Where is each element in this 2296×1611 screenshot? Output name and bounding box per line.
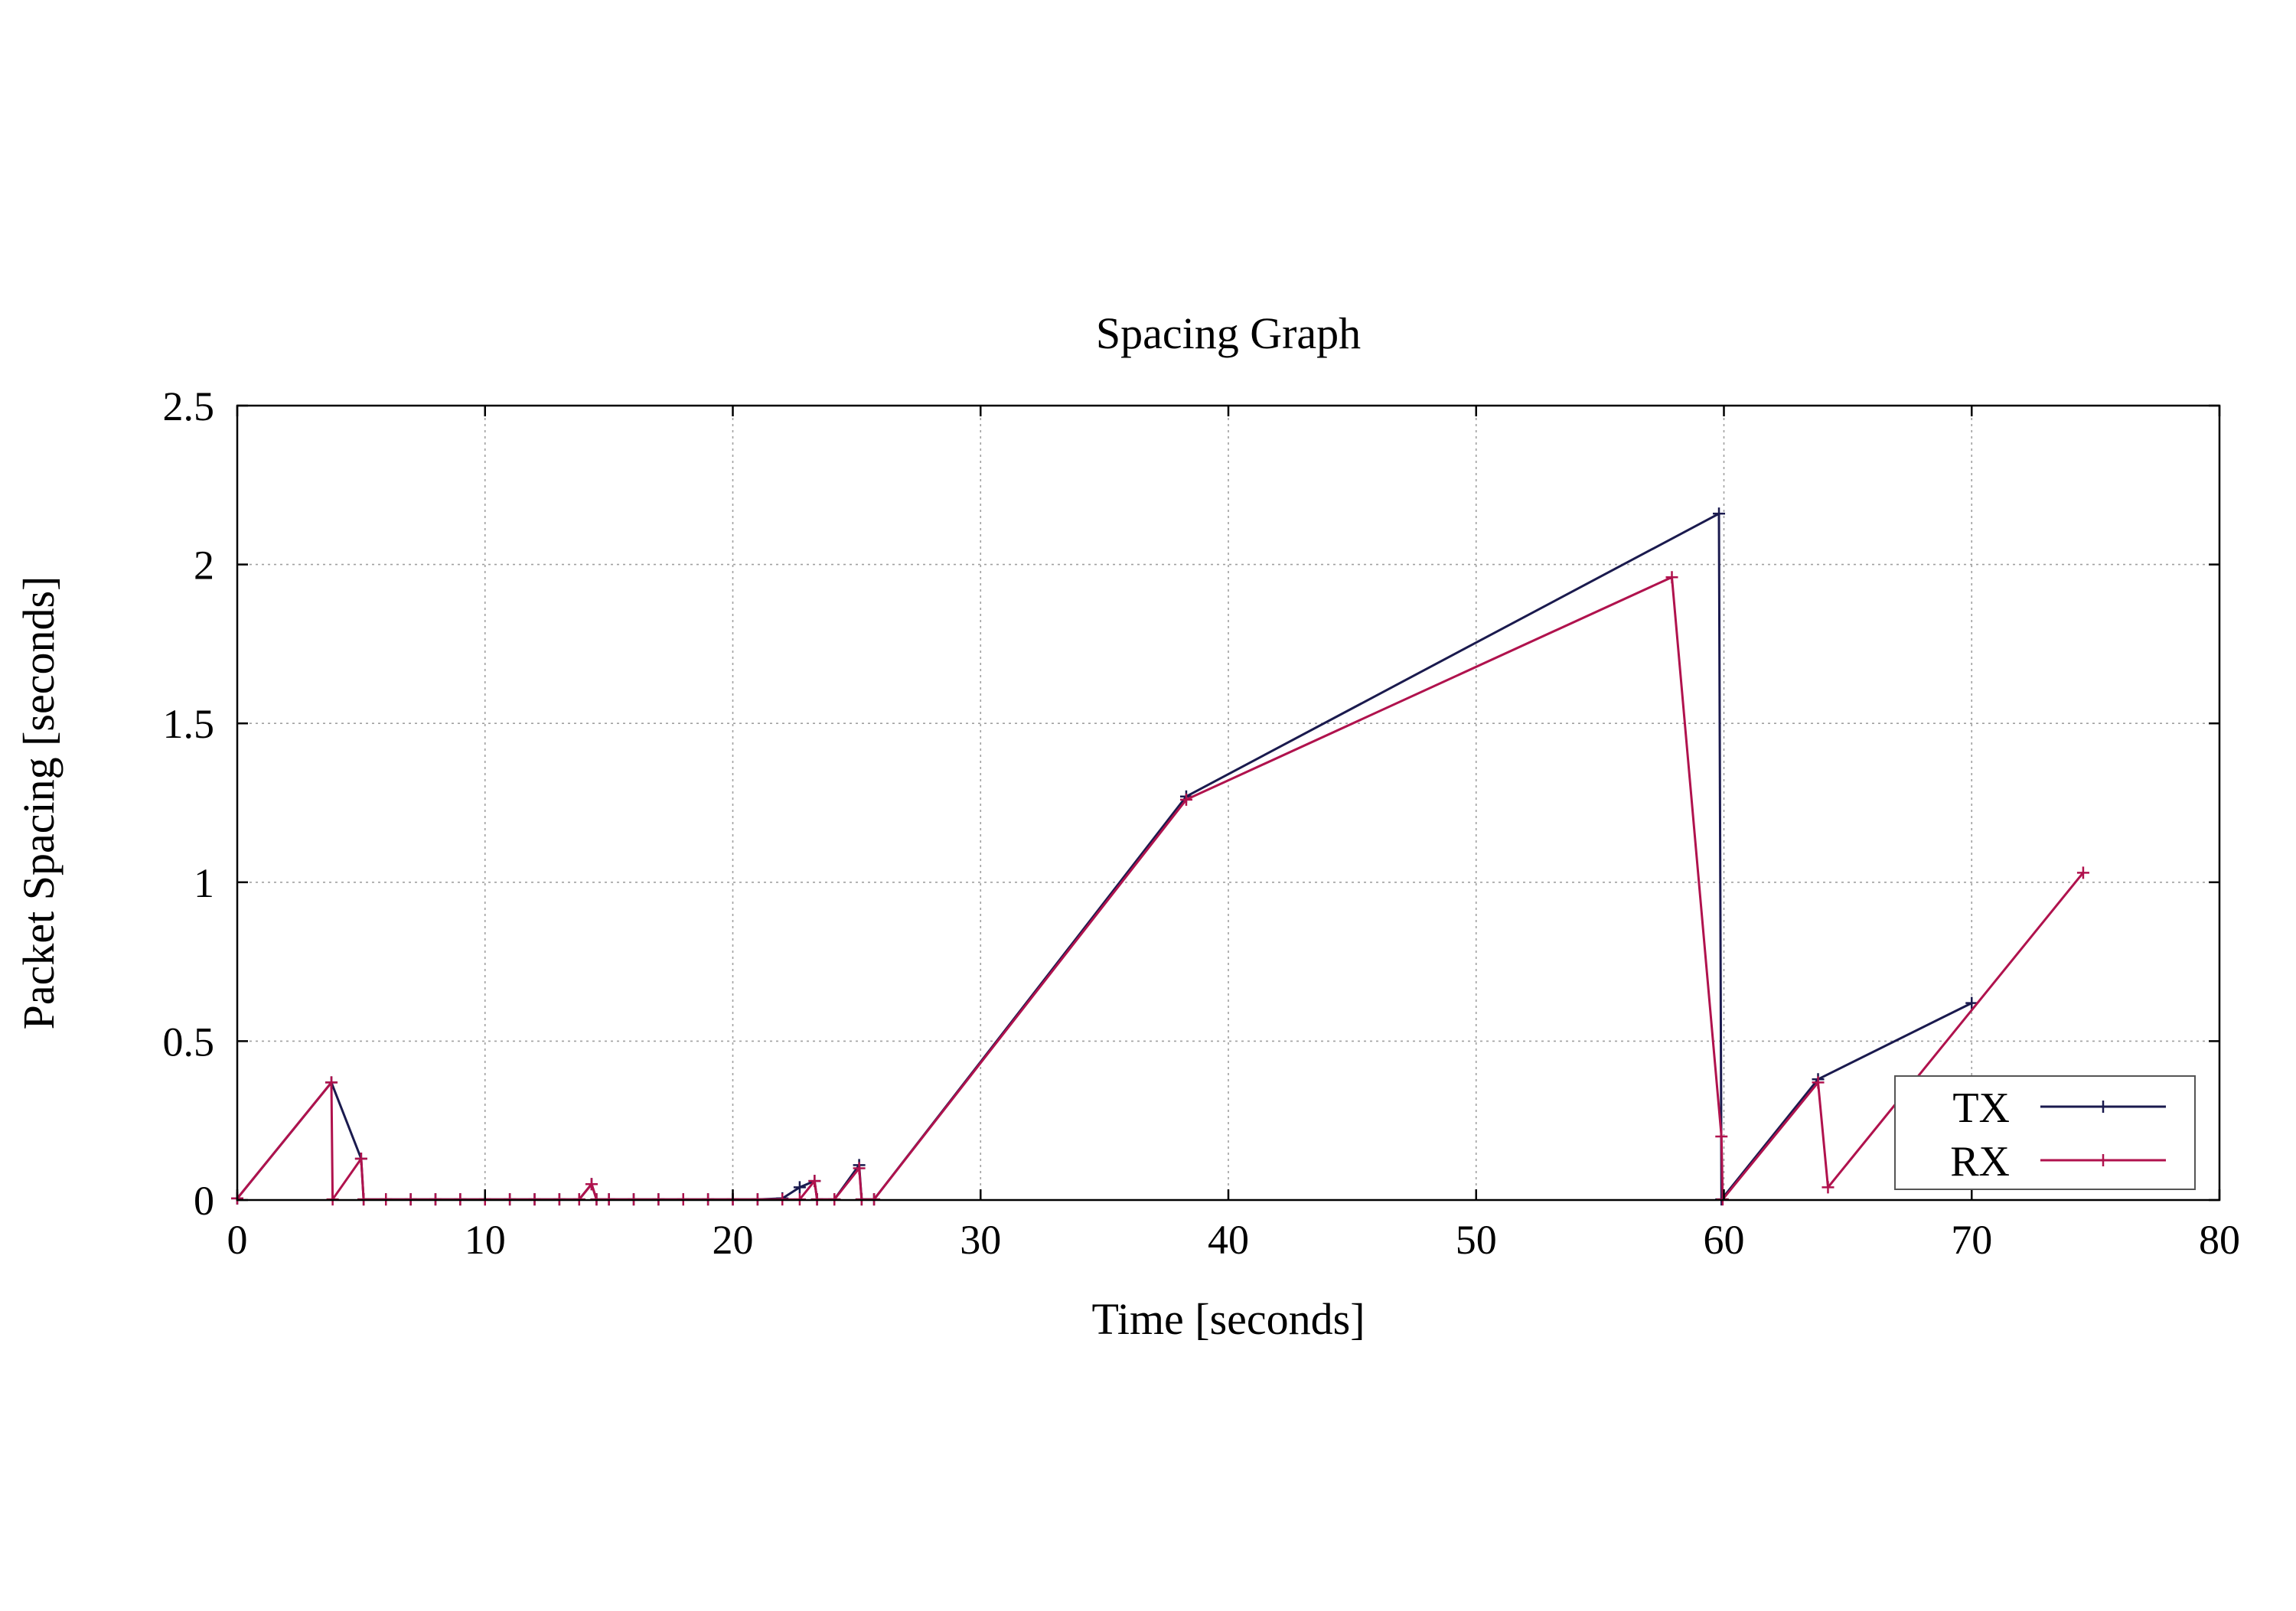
tx-data-point (1713, 507, 1726, 520)
rx-data-point (354, 1153, 367, 1166)
x-tick-label: 30 (960, 1217, 1001, 1263)
tick-labels: 0 10 20 30 40 50 60 70 80 0 0.5 1 1.5 2 2.5 (163, 383, 2241, 1263)
rx-legend-marker (2097, 1154, 2109, 1166)
tx-data-point (793, 1181, 806, 1194)
tx-legend-label: TX (1952, 1084, 2010, 1132)
x-tick-label: 80 (2199, 1217, 2240, 1263)
x-axis-title: Time [seconds] (1091, 1294, 1365, 1344)
chart-title: Spacing Graph (1096, 308, 1361, 358)
rx-data-point (1821, 1181, 1835, 1194)
rx-data-point (2076, 866, 2089, 879)
rx-data-point (853, 1162, 866, 1175)
rx-data-point (1812, 1076, 1825, 1089)
y-tick-label: 2 (194, 543, 214, 589)
x-tick-label: 10 (465, 1217, 506, 1263)
rx-data-point (808, 1175, 821, 1188)
x-tick-label: 40 (1208, 1217, 1249, 1263)
y-tick-label: 1 (194, 860, 214, 906)
rx-legend-label: RX (1950, 1138, 2010, 1185)
rx-data-point (325, 1076, 338, 1089)
x-tick-label: 60 (1704, 1217, 1745, 1263)
tx-data-point (1965, 996, 1978, 1009)
tick-marks (236, 404, 2221, 1202)
x-tick-label: 20 (713, 1217, 754, 1263)
x-tick-label: 0 (227, 1217, 248, 1263)
y-tick-label: 2.5 (163, 383, 215, 429)
rx-data-point (1179, 793, 1192, 806)
y-axis-title: Packet Spacing [seconds] (14, 576, 64, 1030)
x-tick-label: 50 (1456, 1217, 1497, 1263)
rx-data-point (585, 1178, 598, 1191)
rx-data-point (1665, 571, 1678, 584)
y-tick-label: 0 (194, 1178, 214, 1224)
tx-legend-marker (2097, 1101, 2109, 1113)
grid-lines (237, 406, 2219, 1200)
rx-data-point (1715, 1130, 1728, 1143)
legend-box (1894, 1075, 2196, 1190)
y-tick-label: 1.5 (163, 701, 215, 747)
x-tick-label: 70 (1951, 1217, 1992, 1263)
legend: TX RX (1894, 1075, 2196, 1190)
y-tick-label: 0.5 (163, 1019, 215, 1065)
